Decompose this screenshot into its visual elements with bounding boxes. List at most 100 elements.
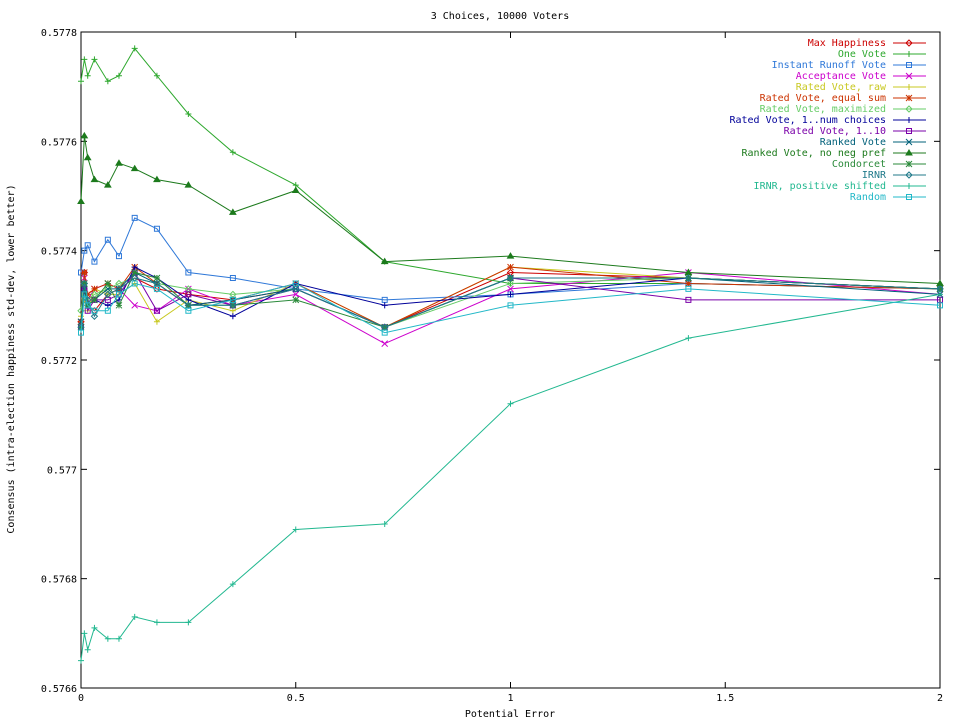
data-point (229, 581, 236, 588)
data-point (153, 285, 160, 292)
data-point (77, 197, 85, 204)
y-tick-label: 0.5776 (41, 137, 77, 148)
data-point (91, 56, 98, 63)
legend-marker (905, 138, 913, 146)
legend-marker (906, 51, 912, 57)
data-point (381, 521, 388, 527)
data-point (84, 291, 92, 298)
data-point (104, 635, 111, 642)
data-point (381, 329, 388, 336)
legend-item: One Vote (838, 49, 926, 60)
data-point (937, 291, 943, 298)
data-point (115, 291, 122, 298)
data-point (115, 72, 122, 79)
axes: 0.5766 0.5768 0.577 0.5772 0.5774 0.5776 0.577… (41, 28, 943, 704)
data-point (78, 78, 84, 85)
y-tick-label: 0.5772 (41, 356, 77, 367)
legend-label: Max Happiness (808, 38, 886, 49)
data-point (936, 285, 944, 293)
data-point (685, 335, 692, 342)
legend-item: Ranked Vote (820, 137, 926, 148)
legend-marker (906, 128, 912, 134)
data-point (91, 307, 98, 314)
legend-label: IRNR (862, 170, 887, 181)
legend-item: Random (850, 192, 926, 203)
data-point (80, 279, 89, 288)
legend-marker (905, 149, 913, 156)
legend-label: Ranked Vote (820, 137, 886, 148)
data-point (153, 72, 160, 79)
legend-item: Rated Vote, 1..num choices (729, 115, 926, 126)
data-point (115, 301, 123, 309)
data-point (81, 630, 88, 637)
legend-label: IRNR, positive shifted (754, 181, 886, 192)
data-point (685, 296, 692, 303)
data-point (104, 78, 111, 85)
x-tick-label: 0.5 (287, 693, 305, 704)
series-11 (77, 131, 944, 286)
y-tick-label: 0.5778 (41, 28, 77, 39)
data-point (506, 274, 515, 282)
legend-marker (906, 194, 912, 200)
data-point (184, 181, 193, 188)
legend-marker (906, 183, 912, 189)
data-point (507, 291, 514, 298)
legend-marker (905, 39, 913, 47)
data-point (131, 613, 138, 620)
series-line (80, 293, 941, 661)
data-point (153, 225, 160, 232)
data-point (131, 280, 138, 287)
data-point (78, 657, 84, 664)
data-point (292, 285, 300, 293)
data-point (81, 56, 88, 63)
data-point (104, 296, 111, 303)
data-point (507, 291, 514, 298)
data-point (380, 257, 389, 265)
data-point (185, 111, 192, 117)
legend-item: Acceptance Vote (796, 71, 926, 82)
legend-item: IRNR, positive shifted (754, 181, 926, 192)
chart-title: 3 Choices, 10000 Voters (431, 11, 569, 22)
data-point (91, 624, 98, 631)
legend-label: Acceptance Vote (796, 71, 886, 82)
legend-item: Instant Runoff Vote (772, 60, 926, 71)
data-point (507, 302, 514, 309)
series-line (80, 217, 941, 301)
data-point (381, 340, 389, 347)
data-point (104, 280, 112, 287)
data-point (80, 269, 88, 276)
data-point (131, 301, 139, 309)
data-point (153, 619, 160, 626)
data-point (229, 301, 237, 310)
x-tick-label: 1.5 (716, 693, 734, 704)
legend-item: IRNR (862, 170, 926, 181)
x-tick-label: 1 (507, 693, 513, 704)
data-point (292, 526, 299, 533)
legend-label: Ranked Vote, no neg pref (742, 148, 887, 159)
data-point (131, 45, 138, 52)
data-point (507, 400, 514, 407)
series-15 (78, 280, 943, 336)
legend-item: Condorcet (832, 159, 926, 170)
y-tick-label: 0.5766 (41, 684, 77, 695)
data-point (104, 307, 111, 314)
legend-label: Rated Vote, equal sum (760, 93, 886, 104)
data-point (381, 302, 388, 309)
y-tick-label: 0.5768 (41, 575, 77, 586)
data-point (104, 290, 112, 299)
data-point (90, 175, 99, 183)
data-point (153, 318, 160, 325)
data-point (292, 291, 300, 298)
data-point (229, 296, 236, 303)
data-point (229, 149, 236, 156)
data-point (91, 296, 98, 304)
data-point (185, 307, 192, 314)
x-axis-label: Potential Error (465, 709, 555, 720)
data-point (937, 302, 943, 309)
legend-marker (905, 105, 913, 113)
data-point (84, 646, 91, 653)
data-point (153, 274, 161, 282)
y-tick-label: 0.5774 (41, 247, 77, 258)
